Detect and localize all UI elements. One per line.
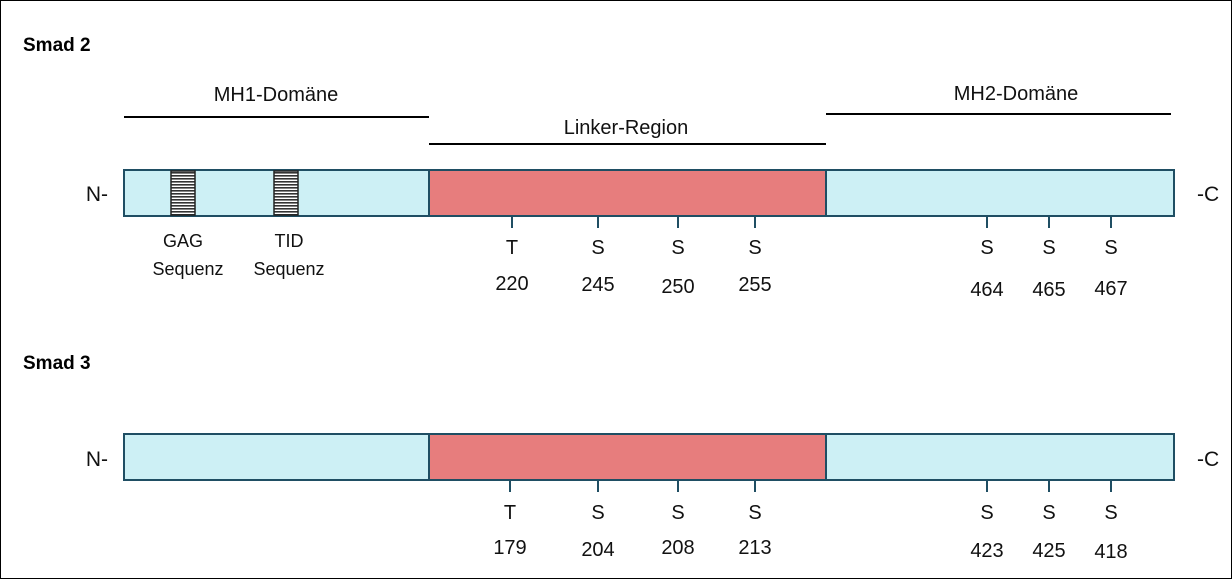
smad3-site-position: 425 (1032, 540, 1065, 562)
smad3-title: Smad 3 (23, 353, 91, 374)
smad2-site-position: 255 (738, 274, 771, 296)
smad3-site-position: 208 (661, 537, 694, 559)
tid-label-line1: TID (275, 231, 304, 251)
smad3-mh2-domain (825, 433, 1175, 481)
linker-region-label: Linker-Region (564, 117, 689, 139)
smad2-site-residue: T (506, 237, 518, 259)
mh2-domain-label: MH2-Domäne (954, 83, 1078, 105)
smad3-site-position: 204 (581, 539, 614, 561)
smad2-site-position: 245 (581, 274, 614, 296)
smad2-n-terminus: N- (86, 183, 108, 206)
smad2-site-residue: S (591, 237, 604, 259)
smad3-site-residue: S (671, 502, 684, 524)
smad2-linker-region (428, 169, 827, 217)
smad3-site-residue: S (980, 502, 993, 524)
smad2-site-residue: S (1104, 237, 1117, 259)
smad3-site-position: 179 (493, 537, 526, 559)
tid-label-line2: Sequenz (253, 259, 324, 279)
smad2-site-residue: S (1042, 237, 1055, 259)
smad3-c-terminus: -C (1197, 448, 1219, 471)
smad2-title: Smad 2 (23, 35, 91, 56)
smad3-n-terminus: N- (86, 448, 108, 471)
smad2-mh2-domain (825, 169, 1175, 217)
smad2-phosphorylation-sites: T 220 S 245 S 250 S 255 S 464 S 465 S 467 (495, 217, 1128, 301)
smad3-linker-region (428, 433, 827, 481)
smad3-site-residue: S (591, 502, 604, 524)
gag-label-line2: Sequenz (152, 259, 223, 279)
smad2-site-residue: S (748, 237, 761, 259)
smad3-site-residue: S (748, 502, 761, 524)
smad3-site-position: 418 (1094, 541, 1127, 563)
smad3-site-residue: T (504, 502, 516, 524)
smad2-site-residue: S (980, 237, 993, 259)
smad2-site-position: 465 (1032, 279, 1065, 301)
tid-sequence-motif (273, 170, 299, 216)
smad3-site-residue: S (1042, 502, 1055, 524)
smad2-site-position: 250 (661, 276, 694, 298)
smad3-mh1-domain (123, 433, 430, 481)
smad3-site-residue: S (1104, 502, 1117, 524)
smad2-site-position: 467 (1094, 278, 1127, 300)
smad2-site-position: 220 (495, 273, 528, 295)
smad2-site-position: 464 (970, 279, 1003, 301)
mh1-domain-label: MH1-Domäne (214, 84, 338, 106)
smad3-site-position: 423 (970, 540, 1003, 562)
gag-sequence-motif (170, 170, 196, 216)
smad2-site-residue: S (671, 237, 684, 259)
gag-label-line1: GAG (163, 231, 203, 251)
smad3-site-position: 213 (738, 537, 771, 559)
smad3-phosphorylation-sites: T 179 S 204 S 208 S 213 S 423 S 425 S 418 (493, 481, 1128, 563)
smad2-c-terminus: -C (1197, 183, 1219, 206)
